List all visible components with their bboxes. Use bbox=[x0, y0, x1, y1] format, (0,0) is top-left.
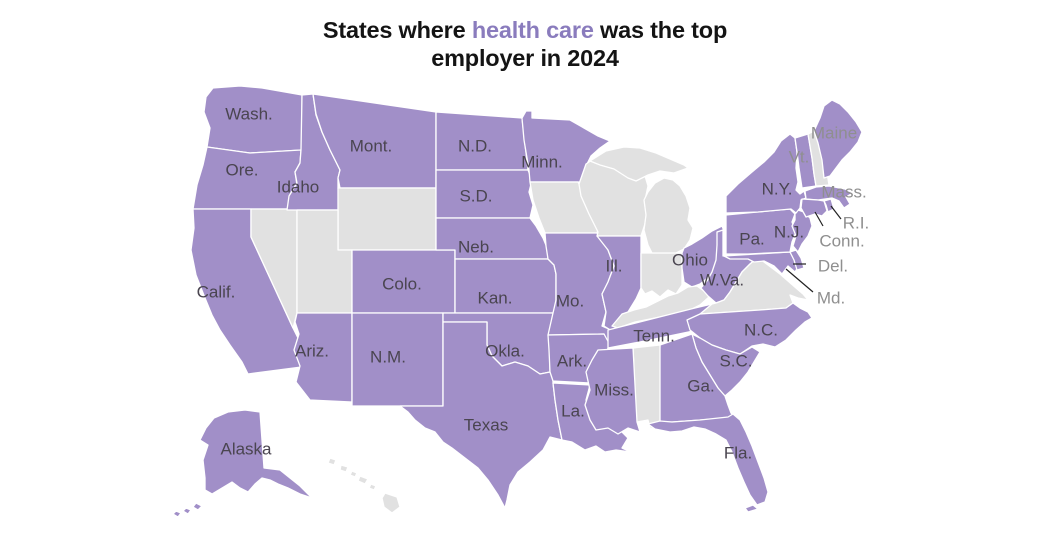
state-label-ny: N.Y. bbox=[762, 180, 793, 199]
state-label-ri: R.I. bbox=[843, 214, 869, 233]
state-ms bbox=[584, 347, 641, 435]
state-pa bbox=[725, 208, 797, 255]
state-label-la: La. bbox=[561, 402, 585, 421]
state-label-sc: S.C. bbox=[719, 352, 752, 371]
leader-line-ct bbox=[814, 211, 824, 227]
state-label-tx: Texas bbox=[464, 416, 508, 435]
state-label-ma: Mass. bbox=[821, 183, 866, 202]
state-label-md: Md. bbox=[817, 289, 845, 308]
state-label-ne: Neb. bbox=[458, 238, 494, 257]
state-label-or: Ore. bbox=[225, 161, 258, 180]
state-mn bbox=[521, 110, 611, 183]
state-oh bbox=[681, 225, 725, 288]
state-ri bbox=[823, 198, 835, 213]
title-suffix: was the top employer in 2024 bbox=[431, 17, 728, 71]
state-label-ak: Alaska bbox=[220, 440, 272, 459]
state-label-pa: Pa. bbox=[739, 230, 765, 249]
state-mo bbox=[544, 232, 615, 346]
state-label-mn: Minn. bbox=[521, 153, 563, 172]
state-il bbox=[596, 235, 642, 332]
state-label-az: Ariz. bbox=[295, 342, 329, 361]
state-me bbox=[813, 99, 863, 179]
state-label-nd: N.D. bbox=[458, 137, 492, 156]
state-tx bbox=[399, 321, 563, 509]
state-ct bbox=[800, 198, 828, 218]
leader-line-ri bbox=[830, 205, 842, 220]
state-label-tn: Tenn. bbox=[633, 327, 675, 346]
state-label-sd: S.D. bbox=[459, 187, 492, 206]
state-label-ks: Kan. bbox=[478, 289, 513, 308]
state-mi bbox=[589, 146, 694, 254]
leader-line-md bbox=[785, 268, 814, 293]
title-highlight-health-care: health care bbox=[471, 17, 594, 43]
state-label-oh: Ohio bbox=[672, 251, 708, 270]
page-title: States where health care was the top emp… bbox=[295, 17, 755, 72]
state-label-fl: Fla. bbox=[724, 444, 752, 463]
state-label-id: Idaho bbox=[277, 178, 320, 197]
state-label-il: Ill. bbox=[606, 257, 623, 276]
title-prefix: States where bbox=[322, 17, 472, 43]
state-fl bbox=[647, 413, 769, 513]
state-label-vt: Vt. bbox=[789, 148, 810, 167]
state-label-wa: Wash. bbox=[225, 105, 273, 124]
state-label-ga: Ga. bbox=[687, 377, 714, 396]
state-label-ms: Miss. bbox=[594, 381, 634, 400]
state-label-de: Del. bbox=[818, 257, 848, 276]
state-label-nj: N.J. bbox=[774, 223, 804, 242]
state-label-wv: W.Va. bbox=[700, 271, 744, 290]
state-ak bbox=[172, 409, 313, 518]
state-label-co: Colo. bbox=[382, 275, 422, 294]
state-hi bbox=[327, 457, 401, 514]
state-label-mt: Mont. bbox=[350, 137, 393, 156]
state-label-mo: Mo. bbox=[556, 292, 584, 311]
state-label-ca: Calif. bbox=[197, 283, 236, 302]
state-label-ok: Okla. bbox=[485, 342, 525, 361]
state-label-ar: Ark. bbox=[557, 352, 587, 371]
state-label-me: Maine bbox=[811, 124, 857, 143]
state-label-nc: N.C. bbox=[744, 321, 778, 340]
state-wy bbox=[337, 187, 437, 251]
state-label-ct: Conn. bbox=[819, 232, 864, 251]
state-label-nm: N.M. bbox=[370, 348, 406, 367]
